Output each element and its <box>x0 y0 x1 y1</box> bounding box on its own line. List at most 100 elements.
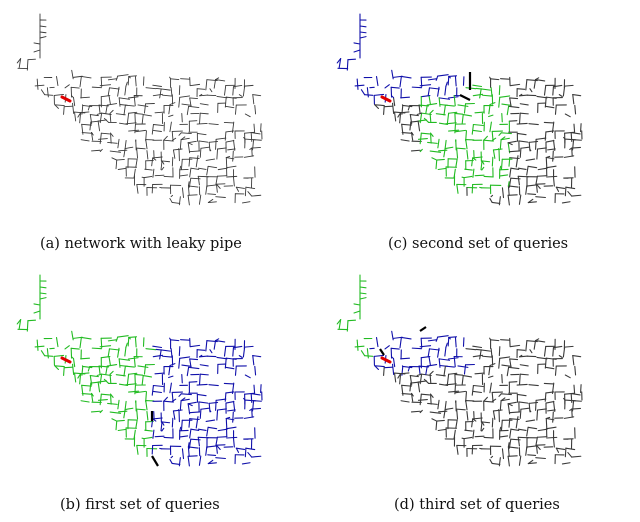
network-diagram-d <box>336 274 583 467</box>
pipe-segment <box>152 354 164 358</box>
pipe-segment <box>81 123 92 126</box>
pipe-segment <box>213 340 217 350</box>
pipe-segment <box>209 88 213 93</box>
pipe-segment <box>162 94 173 97</box>
pipe-segment <box>109 373 112 384</box>
pipe-segment <box>547 148 556 151</box>
caption-a: (a) network with leaky pipe <box>40 236 242 252</box>
pipe-segment <box>445 342 448 348</box>
pipe-segment <box>425 365 428 375</box>
pipe-segment <box>244 113 251 118</box>
pipe-segment <box>145 87 157 90</box>
pipe-segment <box>392 97 396 107</box>
pipe-segment <box>488 364 491 376</box>
pipe-segment <box>108 348 120 351</box>
pipe-segment <box>187 446 190 457</box>
pipe-segment <box>128 129 140 132</box>
pipe-segment <box>205 158 216 161</box>
pipe-segment <box>238 94 243 97</box>
pipe-segment <box>180 397 186 402</box>
pipe-segment <box>410 149 421 152</box>
pipe-segment <box>336 58 342 64</box>
pipe-segment <box>207 165 218 169</box>
pipe-segment <box>103 378 110 384</box>
pipe-segment <box>170 455 174 459</box>
pipe-segment <box>172 149 176 159</box>
pipe-segment <box>438 410 448 413</box>
pipe-segment <box>437 138 440 149</box>
pipe-segment <box>225 416 231 420</box>
pipe-segment <box>483 400 494 403</box>
pipe-segment <box>216 183 218 193</box>
pipe-segment <box>162 355 173 358</box>
pipe-segment <box>489 121 492 133</box>
pipe-segment <box>106 103 118 106</box>
pipe-segment <box>206 426 209 437</box>
pipe-segment <box>232 121 235 133</box>
pipe-segment <box>81 384 93 387</box>
pipe-segment <box>354 345 365 348</box>
pipe-segment <box>100 132 111 135</box>
pipe-segment <box>250 132 261 135</box>
pipe-segment <box>444 407 454 411</box>
pipe-segment <box>161 427 165 432</box>
pipe-segment <box>126 112 130 124</box>
pipe-segment <box>46 87 49 98</box>
pipe-segment <box>428 348 440 351</box>
pipe-segment <box>527 459 534 465</box>
pipe-segment <box>465 399 468 411</box>
pipe-segment <box>453 94 456 107</box>
pipe-segment <box>427 348 431 358</box>
pipe-segment <box>180 393 192 396</box>
pipe-segment <box>63 105 74 108</box>
pipe-segment <box>206 184 217 187</box>
pipe-segment <box>535 183 538 193</box>
pipe-segment <box>241 462 251 465</box>
pipe-segment <box>205 340 208 352</box>
pipe-segment <box>250 393 261 396</box>
pipe-segment <box>517 167 527 171</box>
pipe-segment <box>507 455 510 467</box>
pipe-segment <box>526 445 537 448</box>
pipe-segment <box>163 135 168 141</box>
pipe-segment <box>552 139 556 151</box>
pipe-segment <box>115 336 119 342</box>
pipe-segment <box>507 403 511 415</box>
partition-boundary-pipe <box>379 348 385 356</box>
pipe-segment <box>54 365 65 368</box>
pipe-segment <box>536 436 548 438</box>
pipe-segment <box>128 75 137 77</box>
pipe-segment <box>197 436 200 447</box>
pipe-segment <box>409 114 419 117</box>
pipe-segment <box>117 167 127 170</box>
pipe-segment <box>447 357 459 360</box>
pipe-segment <box>26 59 29 71</box>
pipe-segment <box>552 86 554 96</box>
pipe-segment <box>225 140 235 143</box>
pipe-segment <box>438 97 451 100</box>
pipe-segment <box>397 112 402 118</box>
pipe-segment <box>545 366 555 370</box>
pipe-segment <box>499 139 502 150</box>
pipe-segment <box>519 373 529 376</box>
pipe-segment <box>216 356 228 360</box>
pipe-segment <box>481 421 491 424</box>
pipe-segment <box>489 458 493 464</box>
pipe-segment <box>249 408 253 412</box>
pipe-segment <box>400 75 412 79</box>
pipe-segment <box>506 105 510 116</box>
pipe-segment <box>82 365 93 369</box>
pipe-segment <box>429 373 432 384</box>
pipe-segment <box>110 132 114 137</box>
pipe-segment <box>136 444 139 455</box>
pipe-segment <box>206 445 217 448</box>
pipe-segment <box>463 175 473 179</box>
pipe-segment <box>160 349 171 352</box>
pipe-segment <box>232 86 234 96</box>
pipe-segment <box>247 452 253 458</box>
pipe-segment <box>33 49 41 53</box>
pipe-segment <box>152 384 164 388</box>
pipe-segment <box>562 346 566 358</box>
pipe-segment <box>127 96 139 99</box>
pipe-segment <box>238 355 243 359</box>
